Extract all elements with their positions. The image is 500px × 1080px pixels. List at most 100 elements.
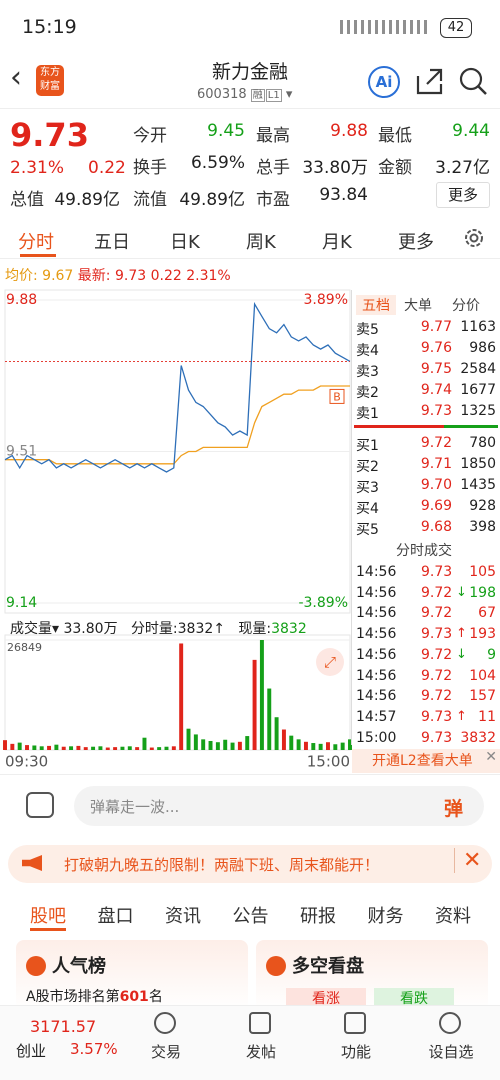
trade-price: 9.73 <box>421 708 453 725</box>
sub-tab[interactable]: 研报 <box>300 906 336 927</box>
tab[interactable]: 周K <box>246 232 276 253</box>
header-icons <box>416 67 487 95</box>
card-title: 多空看盘 <box>292 956 364 977</box>
up-button[interactable]: 看涨 <box>286 988 366 1008</box>
close[interactable]: ✕ <box>454 848 481 873</box>
x-tick-label: 09:30 <box>5 753 48 771</box>
l2-banner[interactable]: 开通L2查看大单 ✕ <box>352 749 500 773</box>
volume-bar <box>318 743 323 750</box>
tab[interactable]: 月K <box>322 232 352 253</box>
field-value: 93.84 <box>319 185 368 205</box>
volume-bar <box>333 744 338 750</box>
volume-bar <box>91 746 96 750</box>
volume-bar <box>245 736 250 750</box>
nav-icon[interactable] <box>344 1012 366 1034</box>
sub-tab[interactable]: 资料 <box>435 906 471 927</box>
tab[interactable]: 更多 <box>398 232 434 253</box>
book-tab[interactable]: 分价 <box>452 298 480 314</box>
card-title: 人气榜 <box>52 956 106 977</box>
y-tick-label: 9.14 <box>6 595 37 611</box>
volume-bar <box>83 747 88 750</box>
book-volume: 928 <box>469 498 496 514</box>
logo-text: 财富 <box>40 81 60 92</box>
divider <box>0 108 500 109</box>
search-icon[interactable] <box>459 67 483 91</box>
popular-card[interactable]: 人气榜 A股市场排名第601名 <box>16 940 248 1010</box>
down-button[interactable]: 看跌 <box>374 988 454 1008</box>
book-tab[interactable]: 五档 <box>356 295 396 315</box>
index-pct: 3.57% <box>70 1040 118 1058</box>
sub-tab[interactable]: 公告 <box>232 906 269 927</box>
comment-icon[interactable] <box>26 792 54 818</box>
trade-volume: 193 <box>469 626 496 643</box>
tab[interactable]: 五日 <box>94 232 130 253</box>
tab[interactable]: 分时 <box>18 232 54 253</box>
nav-icon[interactable] <box>249 1012 271 1034</box>
nav-label[interactable]: 交易 <box>150 1043 181 1061</box>
book-tab[interactable]: 大单 <box>404 298 432 314</box>
sub-tab[interactable]: 盘口 <box>97 906 134 927</box>
volume-legend: 成交量▾ 33.80万 分时量:3832↑ 现量:3832 <box>10 621 307 637</box>
settings-icon[interactable] <box>462 226 486 250</box>
trade-time: 14:56 <box>356 605 397 622</box>
volume-bar <box>157 747 162 750</box>
volume-bar <box>105 747 110 750</box>
field-value: 9.45 <box>207 121 245 141</box>
status-time: 15:19 <box>22 16 77 38</box>
expand-button[interactable]: ⤢ <box>316 648 344 676</box>
active-indicator <box>30 928 66 931</box>
volume-bar <box>127 746 132 750</box>
book-price: 9.70 <box>420 477 452 493</box>
sub-tab[interactable]: 股吧 <box>30 906 66 927</box>
book-split <box>354 425 444 428</box>
trade-time: 14:56 <box>356 626 397 643</box>
trade-time: 14:56 <box>356 584 397 601</box>
promo-banner[interactable]: 打破朝九晚五的限制！两融下班、周末都能开！ ✕ <box>8 845 492 883</box>
book-volume: 1435 <box>460 477 496 493</box>
trades-title: 分时成交 <box>396 543 452 559</box>
nav-label[interactable]: 设自选 <box>428 1043 474 1061</box>
legend-value: 9.67 <box>42 268 74 284</box>
trade-volume: 157 <box>469 688 496 705</box>
chart-frame <box>4 634 351 751</box>
sub-tab[interactable]: 财务 <box>367 906 404 927</box>
nav-icon[interactable] <box>154 1012 176 1034</box>
placeholder: 弹幕走一波... <box>90 798 180 816</box>
legend-value: 0.22 <box>150 268 182 284</box>
trade-price: 9.72 <box>421 667 453 684</box>
active-indicator <box>20 254 56 257</box>
trade-time: 14:56 <box>356 646 397 663</box>
nav-label[interactable]: 功能 <box>340 1043 371 1061</box>
y-tick-label: 26849 <box>7 641 42 654</box>
comment-input[interactable]: 弹幕走一波... 弹 <box>74 786 484 826</box>
legend-label: 最新: <box>77 268 111 284</box>
book-price: 9.73 <box>420 403 452 419</box>
volume-bar <box>32 745 37 750</box>
volume-bar <box>281 729 286 750</box>
field-value: 9.88 <box>330 121 368 141</box>
tab[interactable]: 日K <box>170 232 200 253</box>
nav-icon[interactable] <box>439 1012 461 1034</box>
volume-bar <box>230 742 235 750</box>
ai-button[interactable]: Ai <box>368 66 400 98</box>
volume-bar <box>267 688 272 750</box>
rank: 601 <box>119 989 149 1005</box>
sub-tab[interactable]: 资讯 <box>165 906 201 927</box>
back-button[interactable]: ‹ <box>10 60 22 95</box>
danmu-button[interactable]: 弹 <box>444 798 464 820</box>
stock-code: 600318 融 L1 ▾ <box>197 87 293 102</box>
field-label: 最高 <box>256 126 290 146</box>
sentiment-card[interactable]: 多空看盘看涨 看跌 <box>256 940 488 1010</box>
y-tick-label: 9.51 <box>6 444 37 460</box>
trade-time: 15:00 <box>356 729 397 746</box>
battery: 42 <box>440 18 472 38</box>
book-volume: 2584 <box>460 361 496 377</box>
book-label: 买3 <box>356 480 379 496</box>
x-tick-label: 15:00 <box>307 753 350 771</box>
share-icon[interactable] <box>416 68 443 95</box>
nav-label[interactable]: 发帖 <box>245 1043 276 1061</box>
volume-bar <box>61 746 66 750</box>
b-marker <box>329 388 345 404</box>
more-button[interactable]: 更多 <box>436 182 490 208</box>
